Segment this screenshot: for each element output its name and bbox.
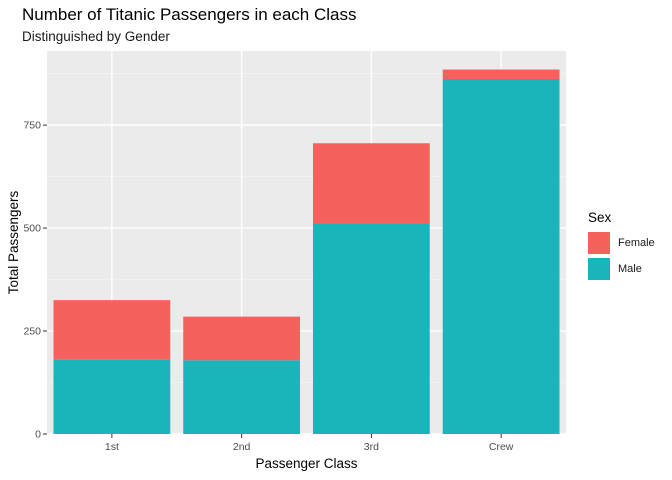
bar-female-1st [53,300,171,360]
bar-male-3rd [312,223,430,434]
legend-title: Sex [588,210,612,225]
legend-label-female: Female [618,237,655,249]
legend-item-female: Female [588,231,655,255]
legend: Sex Female Male [588,210,655,283]
legend-label-male: Male [618,263,642,275]
bar-male-crew [442,79,560,434]
y-tick-label: 750 [23,120,41,132]
y-tick-label: 0 [35,429,41,441]
legend-item-male: Male [588,257,655,281]
bar-female-crew [442,69,560,80]
bar-female-3rd [312,143,430,224]
chart-subtitle: Distinguished by Gender [22,29,170,44]
y-axis-title: Total Passengers [6,190,21,294]
chart-title: Number of Titanic Passengers in each Cla… [22,5,357,24]
bar-male-1st [53,359,171,434]
y-tick-label: 500 [23,223,41,235]
bar-male-2nd [183,360,301,434]
x-tick-label: Crew [489,441,514,453]
legend-key-female [588,232,610,254]
x-tick-label: 2nd [233,441,251,453]
x-tick-label: 1st [105,441,119,453]
x-axis-title: Passenger Class [255,456,357,471]
y-tick-label: 250 [23,326,41,338]
legend-key-male [588,258,610,280]
x-tick-label: 3rd [364,441,379,453]
bar-female-2nd [183,316,301,361]
